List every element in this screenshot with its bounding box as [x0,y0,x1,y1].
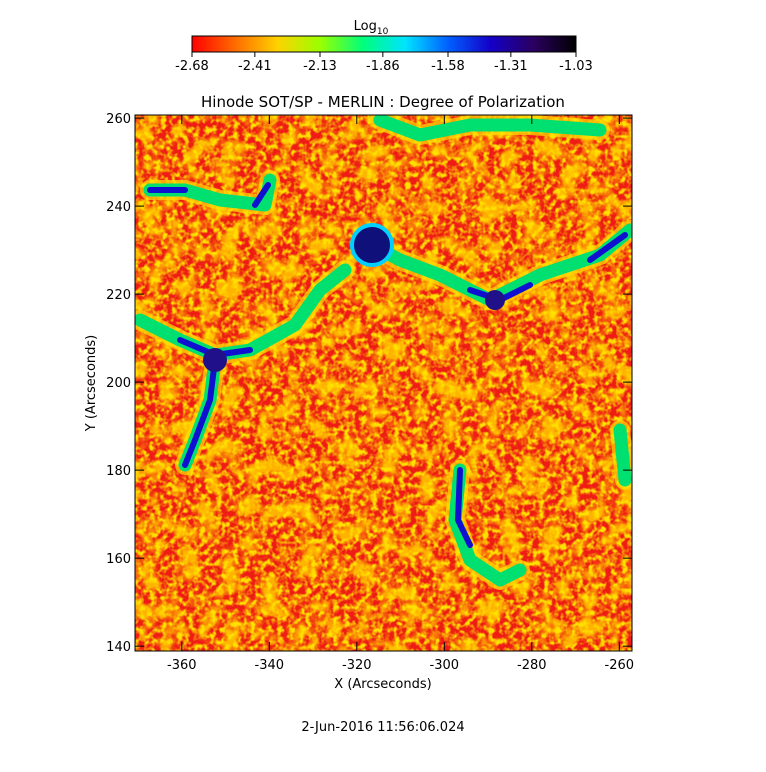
y-tick-label: 260 [106,112,131,127]
timestamp: 2-Jun-2016 11:56:06.024 [301,720,464,735]
colorbar-tick-label: -2.41 [238,59,272,74]
x-tick-label: -300 [430,658,460,673]
y-tick-label: 140 [106,640,131,655]
colorbar-tick-label: -2.68 [175,59,209,74]
y-tick-label: 200 [106,376,131,391]
colorbar-gradient [191,35,577,53]
x-tick-label: -260 [605,658,635,673]
y-tick-label: 240 [106,200,131,215]
colorbar-tick-label: -1.31 [494,59,528,74]
x-tick-label: -280 [517,658,547,673]
colorbar-tick-label: -1.03 [559,59,593,74]
map-image [135,115,632,651]
colorbar-label-main: Log [354,19,377,34]
y-tick-label: 180 [106,464,131,479]
x-tick-label: -360 [167,658,197,673]
colorbar-label: Log10 [354,19,389,37]
x-tick-label: -320 [342,658,372,673]
colorbar-tick-label: -1.58 [431,59,465,74]
colorbar-label-sub: 10 [377,27,389,37]
x-tick-label: -340 [255,658,285,673]
plot-frame [134,114,633,652]
colorbar: -2.68 -2.41 -2.13 -1.86 -1.58 -1.31 -1.03 [175,35,593,74]
y-axis-label: Y (Arcseconds) [84,335,99,432]
y-tick-label: 160 [106,552,131,567]
chart-title: Hinode SOT/SP - MERLIN : Degree of Polar… [201,93,565,111]
y-tick-label: 220 [106,288,131,303]
colorbar-tick-label: -1.86 [366,59,400,74]
x-axis-label: X (Arcseconds) [334,677,431,692]
colorbar-tick-label: -2.13 [303,59,337,74]
